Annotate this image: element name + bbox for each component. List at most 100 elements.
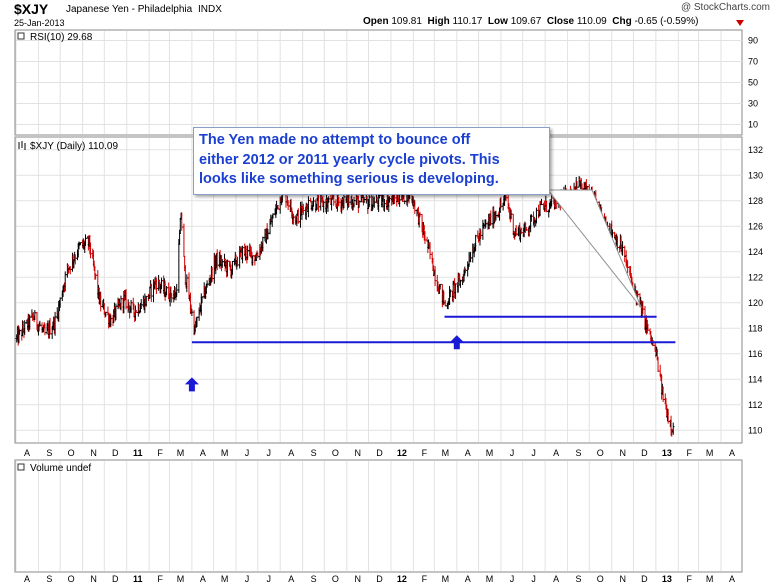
price-tick-label: 130 [748,170,763,180]
volume-panel: Volume undef [14,459,743,573]
price-tick-label: 112 [748,400,762,410]
price-tick-label: 114 [748,374,762,384]
x-tick-label: F [157,574,163,584]
x-tick-label: F [422,448,428,458]
x-tick-label: F [687,574,693,584]
x-tick-label: A [465,448,471,458]
x-tick-label: J [245,574,250,584]
price-tick-label: 128 [748,196,763,206]
up-arrow-icon [449,335,464,350]
x-tick-label: S [46,448,52,458]
x-tick-label: M [177,574,185,584]
x-tick-label: N [355,574,362,584]
x-tick-label: D [376,574,383,584]
rsi-legend-icon [17,32,25,40]
x-tick-label: N [90,574,97,584]
x-tick-label: N [619,448,626,458]
security-name-text: Japanese Yen - Philadelphia [66,4,193,15]
x-tick-label: O [597,574,604,584]
x-tick-label: A [553,448,559,458]
low-value: 109.67 [510,16,542,27]
x-tick-label: A [288,448,294,458]
price-tick-label: 126 [748,221,763,231]
x-tick-label: A [288,574,294,584]
x-tick-label: A [553,574,559,584]
x-tick-label: F [157,448,163,458]
x-tick-label: D [641,574,648,584]
high-label: High [427,16,450,27]
x-tick-label: N [90,448,97,458]
x-tick-label: 11 [133,574,143,584]
x-tick-label: O [597,448,604,458]
open-label: Open [363,16,389,27]
watermark: @ StockCharts.com [680,2,770,13]
close-value: 110.09 [576,16,607,27]
x-tick-label: O [68,448,75,458]
x-tick-label: A [465,574,471,584]
x-axis-bottom: A S O N D 11 F M A M J J A S O N D 12 F M A M J J A S O N D 13 F M A [24,574,735,584]
price-tick-labels: 132 130 128 126 124 122 120 118 116 114 112 110 [748,145,763,436]
x-tick-label: 11 [133,448,143,458]
x-tick-label: J [531,448,536,458]
x-tick-label: D [112,574,119,584]
price-tick-label: 120 [748,298,763,308]
x-tick-label: M [177,448,185,458]
x-tick-label: M [442,574,450,584]
rsi-tick-label: 50 [748,78,758,88]
x-tick-label: M [706,574,714,584]
x-tick-label: D [376,448,383,458]
price-tick-label: 132 [748,145,763,155]
price-tick-label: 118 [748,323,762,333]
rsi-tick-labels: 90 70 50 30 10 [748,36,758,130]
rsi-legend-icon-body [17,32,25,40]
x-tick-label: A [200,574,206,584]
price-tick-label: 122 [748,272,763,282]
chart-header: $XJY Japanese Yen - Philadelphia INDX 25… [0,0,780,30]
price-tick-label: 116 [748,349,762,359]
x-tick-label: J [245,448,250,458]
x-tick-label: J [510,574,515,584]
x-tick-label: S [311,574,317,584]
x-tick-label: M [486,574,494,584]
x-axis-middle: A S O N D 11 F M A M J J A S O N D 12 F M A M J J A S O N D 13 F M A [24,448,735,458]
x-tick-label: M [221,574,229,584]
x-tick-label: J [531,574,536,584]
x-tick-label: N [619,574,626,584]
x-tick-label: D [641,448,648,458]
up-arrow-shape [449,335,464,350]
volume-label: Volume undef [30,463,91,474]
up-arrow-icon [184,377,199,392]
x-tick-label: S [46,574,52,584]
x-tick-label: A [24,448,30,458]
change-value: -0.65 (-0.59%) [634,16,699,27]
x-tick-label: 12 [397,448,407,458]
x-tick-label: 12 [397,574,407,584]
x-tick-label: M [442,448,450,458]
volume-panel-frame [14,459,743,573]
x-tick-label: J [267,448,272,458]
rsi-tick-label: 10 [748,120,758,130]
support-lines [191,315,676,344]
x-tick-label: F [422,574,428,584]
price-tick-label: 124 [748,247,763,257]
callout-pointer-wedge [546,189,642,309]
symbol-title: $XJY [14,1,49,17]
price-panel: 132 130 128 126 124 122 120 118 116 114 112 110 $XJ… [14,136,763,444]
volume-legend-icon [17,463,25,471]
price-legend-icon [18,141,26,150]
x-tick-label: A [729,448,735,458]
exchange-label: INDX [198,4,222,15]
x-tick-label: A [200,448,206,458]
rsi-tick-label: 70 [748,57,758,67]
rsi-label: RSI(10) 29.68 [30,32,93,43]
open-value: 109.81 [391,16,422,27]
price-label: $XJY (Daily) 110.09 [30,141,118,152]
x-tick-label: F [687,448,693,458]
low-label: Low [487,16,508,27]
x-tick-label: M [706,448,714,458]
volume-legend-icon-body [17,463,25,471]
x-tick-label: 13 [662,448,672,458]
x-tick-label: N [355,448,362,458]
